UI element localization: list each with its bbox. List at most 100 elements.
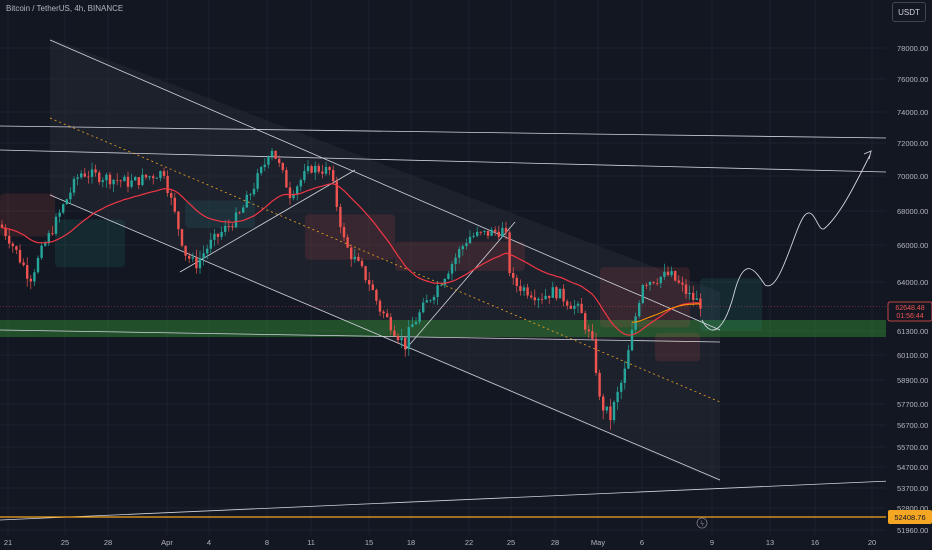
- candle-body: [422, 302, 425, 313]
- price-tick-label: 68000.00: [897, 207, 928, 216]
- candle-body: [591, 331, 594, 339]
- resistance-line-1: [0, 149, 887, 173]
- candle-body: [321, 171, 324, 174]
- candle-body: [134, 177, 137, 181]
- candle-body: [256, 173, 259, 189]
- candle-body: [123, 176, 126, 182]
- time-tick-label: 18: [407, 538, 415, 547]
- candle-body: [292, 194, 295, 199]
- candle-body: [558, 288, 562, 299]
- candle-body: [638, 303, 641, 317]
- time-tick-label: 13: [766, 538, 774, 547]
- time-tick-label: 21: [4, 538, 12, 547]
- support-line: [0, 329, 721, 343]
- candle-body: [137, 177, 140, 186]
- candle-body: [26, 265, 29, 279]
- candle-body: [396, 335, 400, 341]
- candle-body: [87, 176, 90, 178]
- candle-body: [234, 212, 238, 228]
- candle-body: [18, 249, 22, 263]
- bottom-rising-line: [0, 480, 891, 521]
- candle-body: [612, 402, 616, 421]
- candle-body: [436, 285, 439, 298]
- level-price-value: 52408.76: [894, 513, 925, 522]
- cloud-segment: [185, 200, 255, 228]
- candle-body: [44, 243, 47, 246]
- candle-body: [54, 216, 58, 234]
- candle-body: [40, 245, 43, 258]
- candle-body: [155, 178, 158, 179]
- candle-body: [501, 227, 504, 237]
- lightning-icon[interactable]: [696, 517, 708, 529]
- candle-body: [663, 271, 666, 277]
- candle-body: [432, 297, 436, 301]
- candle-body: [105, 174, 108, 181]
- candle-body: [598, 372, 601, 397]
- candle-body: [353, 256, 356, 260]
- candle-body: [382, 311, 385, 314]
- candle-body: [148, 176, 151, 178]
- candle-body: [288, 187, 292, 199]
- candle-body: [281, 162, 284, 171]
- candle-body: [220, 231, 223, 237]
- price-tick-label: 52800.00: [897, 504, 928, 513]
- candle-body: [364, 266, 367, 281]
- price-tick-label: 76000.00: [897, 75, 928, 84]
- candle-body: [335, 181, 338, 207]
- price-axis-bg[interactable]: [886, 0, 932, 535]
- candle-body: [4, 227, 7, 236]
- candle-body: [101, 180, 104, 182]
- candle-body: [58, 212, 61, 217]
- price-tick-label: 54700.00: [897, 463, 928, 472]
- trendlines: [0, 39, 891, 521]
- rising-wedge-line-2: [404, 221, 516, 351]
- candle-body: [159, 171, 162, 179]
- candle-body: [515, 277, 518, 286]
- candle-body: [249, 194, 252, 196]
- candle-body: [80, 173, 83, 178]
- candle-body: [386, 313, 389, 318]
- price-tick-label: 72000.00: [897, 139, 928, 148]
- price-tick-label: 53700.00: [897, 484, 928, 493]
- candle-body: [573, 305, 576, 309]
- projection-arrowhead: [863, 150, 872, 160]
- candle-body: [317, 165, 320, 172]
- candle-body: [116, 179, 119, 181]
- candle-body: [206, 248, 209, 254]
- currency-button[interactable]: USDT: [892, 2, 926, 22]
- candle-body: [530, 295, 533, 298]
- time-tick-label: 6: [640, 538, 644, 547]
- time-tick-label: 25: [507, 538, 515, 547]
- time-tick-label: 20: [868, 538, 876, 547]
- support-zone: [0, 320, 886, 337]
- candle-body: [260, 167, 263, 174]
- cloud-segment: [55, 219, 125, 268]
- candle-body: [98, 172, 101, 182]
- candle-body: [616, 391, 619, 403]
- candle-body: [188, 255, 191, 259]
- candle-body: [620, 382, 623, 392]
- candle-body: [479, 231, 482, 233]
- cloud-segment: [655, 333, 700, 362]
- price-tick-label: 66000.00: [897, 241, 928, 250]
- candle-body: [544, 295, 547, 300]
- candle-body: [378, 300, 382, 312]
- candle-body: [656, 283, 659, 284]
- candle-body: [562, 288, 565, 302]
- time-tick-label: 28: [104, 538, 112, 547]
- candle-body: [537, 298, 540, 301]
- candle-body: [519, 285, 522, 291]
- candle-body: [144, 174, 148, 178]
- candle-body: [314, 165, 317, 173]
- time-tick-label: 15: [365, 538, 373, 547]
- price-tick-label: 55700.00: [897, 443, 928, 452]
- price-tick-label: 57700.00: [897, 400, 928, 409]
- candle-body: [623, 368, 626, 383]
- candle-body: [476, 231, 479, 236]
- candle-body: [47, 233, 50, 244]
- candle-body: [69, 192, 72, 200]
- time-axis[interactable]: 21 25 28 Apr 4 8 11 15 18 22 25 28 May 6 9 13 16 20: [4, 538, 876, 547]
- candle-body: [83, 173, 86, 177]
- candle-body: [245, 194, 248, 208]
